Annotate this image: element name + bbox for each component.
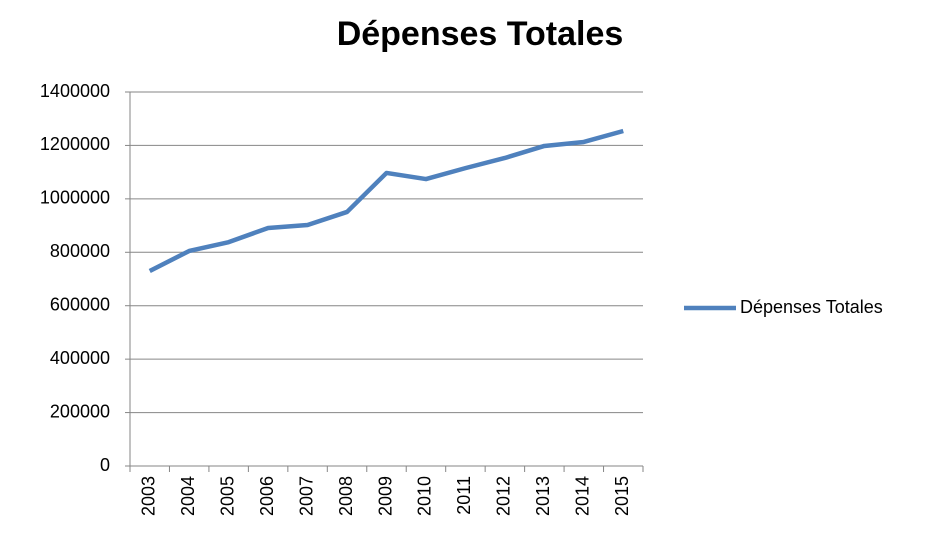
- x-tick-label: 2013: [533, 476, 553, 516]
- y-tick-label: 1000000: [40, 188, 110, 208]
- y-tick-label: 800000: [50, 241, 110, 261]
- x-tick-label: 2012: [494, 476, 514, 516]
- legend-label: Dépenses Totales: [740, 297, 883, 317]
- data-line: [148, 128, 624, 273]
- x-tick-label: 2006: [257, 476, 277, 516]
- y-tick-label: 1400000: [40, 81, 110, 101]
- y-tick-label: 200000: [50, 401, 110, 421]
- y-tick-label: 0: [100, 455, 110, 475]
- x-tick-label: 2009: [375, 476, 395, 516]
- x-tick-label: 2005: [217, 476, 237, 516]
- x-tick-label: 2007: [296, 476, 316, 516]
- x-tick-label: 2008: [336, 476, 356, 516]
- x-tick-label: 2010: [415, 476, 435, 516]
- y-tick-label: 1200000: [40, 134, 110, 154]
- x-tick-label: 2003: [138, 476, 158, 516]
- y-tick-label: 400000: [50, 348, 110, 368]
- x-tick-label: 2014: [573, 476, 593, 516]
- x-tick-label: 2004: [178, 476, 198, 516]
- x-tick-label: 2015: [612, 476, 632, 516]
- x-tick-label: 2011: [454, 476, 474, 515]
- y-tick-label: 600000: [50, 294, 110, 314]
- chart-title: Dépenses Totales: [337, 15, 624, 53]
